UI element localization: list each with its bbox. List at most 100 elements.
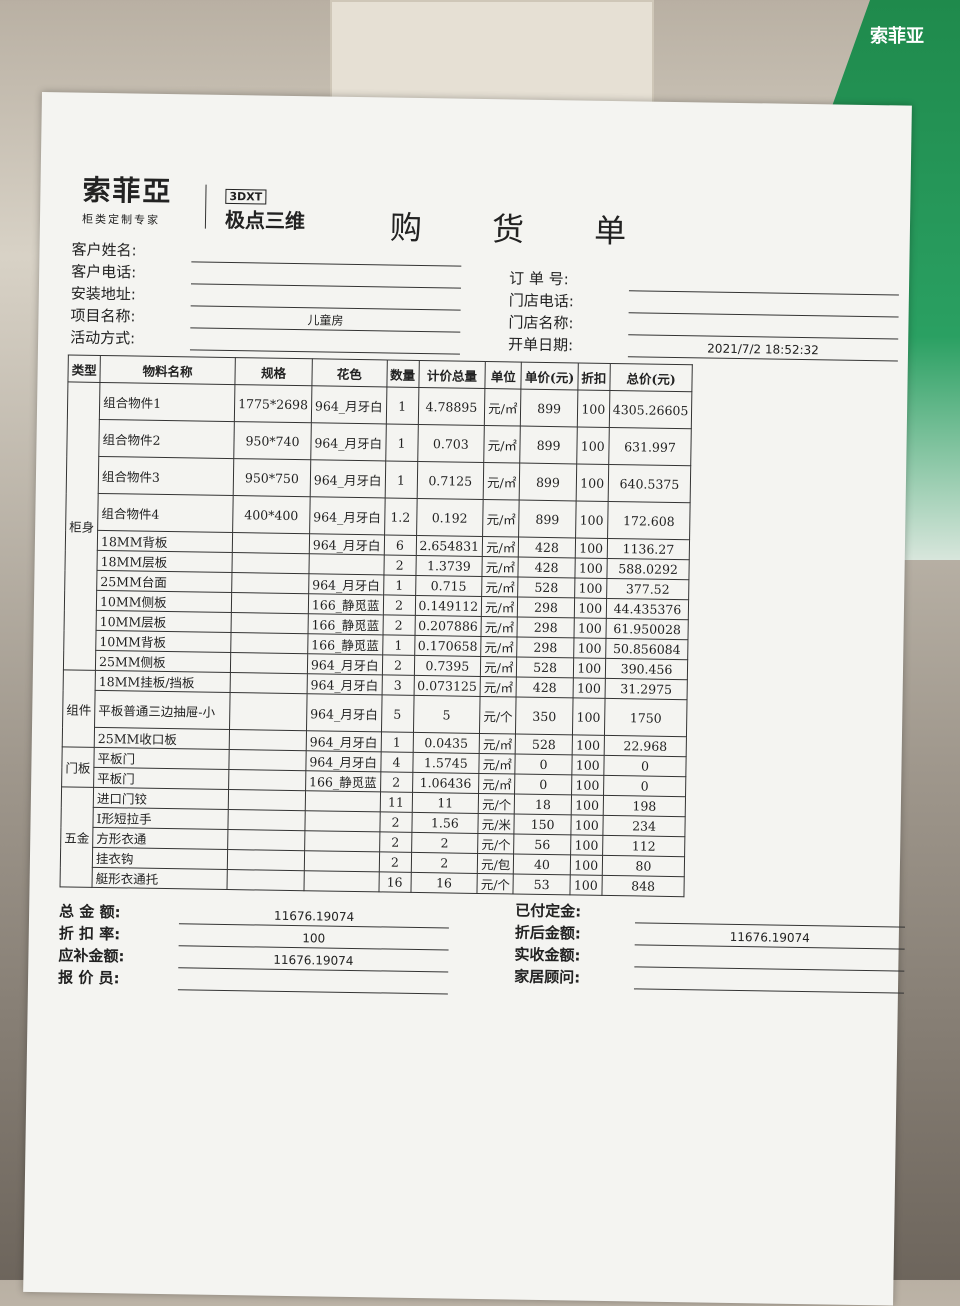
table-cell: 100 — [570, 854, 603, 876]
table-cell: 25MM侧板 — [95, 650, 231, 673]
purchase-order-sheet: 索菲亞 柜类定制专家 3DXT 极点三维 购 货 单 客户姓名: 客户电话: 安装地… — [23, 92, 912, 1306]
table-cell: 61.950028 — [605, 618, 689, 640]
table-cell — [304, 810, 380, 832]
table-cell: 50.856084 — [605, 638, 689, 660]
partner-mark: 3DXT — [225, 188, 267, 205]
table-cell: 元/㎡ — [479, 733, 516, 755]
field-value — [189, 333, 461, 355]
table-cell: 组合物件4 — [97, 493, 234, 533]
table-cell: 元/㎡ — [480, 656, 518, 678]
table-cell — [227, 809, 306, 831]
column-header: 数量 — [386, 359, 419, 388]
table-cell: 350 — [515, 697, 573, 735]
column-header: 规格 — [234, 357, 313, 386]
table-cell: 5 — [413, 695, 481, 734]
table-cell: 377.52 — [606, 578, 690, 600]
table-cell: 18MM背板 — [97, 530, 233, 553]
table-cell: 平板门 — [93, 747, 230, 770]
table-cell: 166_静觅蓝 — [308, 593, 384, 615]
column-header: 计价总量 — [418, 360, 486, 389]
field-label: 折 扣 率: — [58, 924, 121, 944]
table-cell: 挂衣钩 — [92, 847, 228, 870]
table-cell — [227, 869, 305, 891]
table-cell: 964_月牙白 — [310, 422, 386, 461]
customer-fields: 客户姓名: 客户电话: 安装地址: 项目名称: 儿童房 活动方式: — [70, 238, 462, 355]
order-table: 类型 物料名称 规格 花色 数量 计价总量 单位 单价(元) 折扣 总价(元) 柜身 组合物件1 17… — [60, 354, 694, 897]
table-cell: 4 — [380, 751, 413, 773]
field-label: 开单日期: — [507, 335, 574, 355]
table-cell: 166_静觅蓝 — [307, 613, 383, 635]
table-cell: 298 — [517, 617, 575, 638]
table-cell: 1.2 — [384, 497, 417, 536]
table-cell: 2 — [410, 852, 478, 874]
table-cell: 1750 — [604, 698, 688, 737]
table-cell — [305, 790, 381, 812]
table-cell: 0.192 — [416, 498, 484, 537]
table-cell: 964_月牙白 — [308, 573, 384, 595]
table-cell: 640.5375 — [607, 464, 692, 503]
table-cell: 0 — [603, 775, 687, 797]
table-cell — [228, 749, 307, 771]
table-cell — [230, 672, 308, 694]
table-cell: 11 — [379, 791, 413, 813]
table-cell: 631.997 — [608, 427, 692, 466]
table-cell — [229, 729, 307, 751]
table-cell: 18 — [514, 794, 572, 815]
logo-divider — [204, 184, 207, 229]
table-cell: 0 — [603, 755, 687, 777]
table-cell: 元/㎡ — [481, 616, 518, 638]
table-cell: 10MM背板 — [95, 630, 232, 653]
table-cell — [228, 789, 306, 811]
field-value: 2021/7/2 18:52:32 — [627, 340, 899, 362]
table-cell: 2 — [411, 832, 479, 854]
table-cell: 10MM侧板 — [96, 590, 232, 613]
table-cell: 53 — [513, 874, 571, 895]
table-cell: 1 — [383, 574, 416, 596]
table-cell: 56 — [513, 834, 571, 855]
column-header: 物料名称 — [99, 355, 236, 385]
table-cell: 100 — [570, 834, 603, 856]
sign-text: 索菲亚 — [870, 26, 924, 47]
table-cell: 1.56 — [411, 812, 479, 834]
table-cell: 1775*2698 — [234, 384, 312, 423]
table-cell: 0.149112 — [414, 595, 482, 617]
table-cell — [227, 829, 305, 851]
field-value — [633, 972, 905, 994]
table-cell: 元/㎡ — [480, 636, 518, 658]
table-cell: 0.0435 — [412, 732, 480, 754]
table-cell: 964_月牙白 — [309, 533, 385, 555]
table-cell: 0 — [514, 774, 572, 795]
table-cell: 元/个 — [477, 873, 514, 895]
table-cell: 964_月牙白 — [306, 673, 382, 695]
field-label: 实收金额: — [514, 945, 581, 965]
table-cell: 166_静觅蓝 — [305, 770, 381, 792]
row-type: 门板 — [61, 746, 95, 788]
table-cell: 100 — [571, 774, 604, 796]
table-cell: 172.608 — [607, 501, 691, 540]
row-type: 柜身 — [63, 381, 100, 671]
table-cell: 10MM层板 — [96, 610, 232, 633]
table-cell: 0.073125 — [413, 675, 481, 697]
table-cell: 964_月牙白 — [307, 653, 383, 675]
field-label: 项目名称: — [70, 306, 136, 326]
table-cell: 80 — [602, 855, 685, 877]
table-cell: 2 — [378, 851, 412, 873]
table-cell — [230, 652, 308, 674]
table-cell: 元/米 — [478, 813, 515, 835]
partner-name: 极点三维 — [224, 207, 306, 234]
order-fields: 订 单 号: 门店电话: 门店名称: 开单日期: 2021/7/2 18:52:32 — [507, 267, 900, 362]
table-cell: 元/㎡ — [484, 388, 522, 427]
table-cell: 6 — [383, 534, 417, 556]
table-cell: 进口门铰 — [93, 787, 229, 810]
field-label: 家居顾问: — [514, 967, 581, 987]
table-cell: 100 — [570, 794, 604, 816]
table-cell: 11 — [411, 792, 479, 814]
table-cell: 298 — [517, 637, 574, 658]
table-cell: 25MM收口板 — [94, 727, 230, 750]
table-cell: 528 — [518, 577, 575, 598]
table-cell: 100 — [574, 597, 607, 619]
table-cell: 44.435376 — [606, 598, 689, 620]
field-label: 客户姓名: — [71, 240, 137, 260]
table-cell: 元/包 — [477, 853, 514, 875]
table-cell: 1.3739 — [415, 555, 483, 577]
